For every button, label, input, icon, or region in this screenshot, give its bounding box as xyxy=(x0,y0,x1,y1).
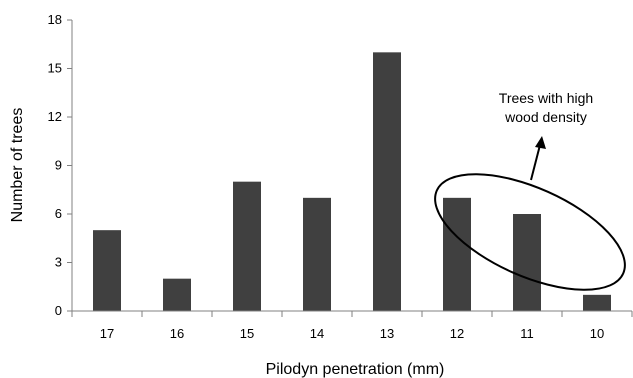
x-axis-title: Pilodyn penetration (mm) xyxy=(266,361,445,378)
x-ticks-group: 17 16 15 14 13 12 11 10 xyxy=(71,311,633,341)
y-tick-label: 12 xyxy=(48,109,62,124)
annotation-arrow-line xyxy=(530,144,541,181)
x-tick-label: 15 xyxy=(240,326,254,341)
bars-group xyxy=(93,52,611,311)
bar xyxy=(303,197,331,311)
bar xyxy=(443,197,471,311)
x-tick-label: 10 xyxy=(590,326,604,341)
y-tick-label: 15 xyxy=(48,61,62,76)
annotation-text: Trees with high wood density xyxy=(499,90,593,125)
y-tick-label: 18 xyxy=(48,12,62,27)
x-tick-label: 11 xyxy=(520,326,534,341)
x-tick-label: 14 xyxy=(310,326,324,341)
y-tick-label: 3 xyxy=(55,255,62,270)
bar xyxy=(233,181,261,311)
y-tick-label: 9 xyxy=(55,158,62,173)
bar xyxy=(93,230,121,311)
x-tick-label: 12 xyxy=(450,326,464,341)
axes-group xyxy=(71,20,632,312)
y-ticks-group: 0 3 6 9 12 15 18 xyxy=(48,12,72,318)
annotation-text-line: Trees with high xyxy=(499,90,593,106)
x-tick-label: 13 xyxy=(380,326,394,341)
bar xyxy=(373,52,401,311)
bar xyxy=(163,278,191,311)
y-tick-label: 0 xyxy=(55,303,62,318)
bar xyxy=(513,214,541,311)
x-tick-label: 17 xyxy=(100,326,114,341)
bar xyxy=(583,294,611,311)
annotation: Trees with high wood density xyxy=(434,90,626,291)
y-tick-label: 6 xyxy=(55,206,62,221)
x-tick-label: 16 xyxy=(170,326,184,341)
annotation-ellipse xyxy=(434,173,626,291)
annotation-arrow-head xyxy=(535,136,546,149)
y-axis-title: Number of trees xyxy=(9,108,26,223)
annotation-text-line: wood density xyxy=(504,109,587,125)
